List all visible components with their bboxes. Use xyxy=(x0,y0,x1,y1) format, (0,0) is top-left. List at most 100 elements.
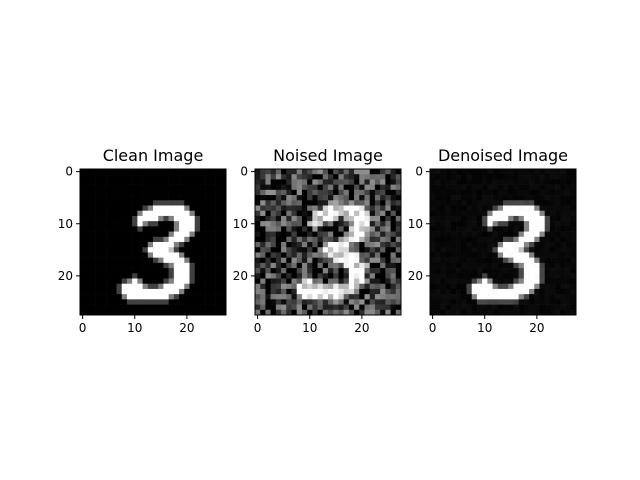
pixel-cell xyxy=(482,221,488,227)
pixel-cell xyxy=(328,221,334,227)
pixel-cell xyxy=(301,268,308,274)
panel-title-denoised: Denoised Image xyxy=(438,146,568,165)
pixel-cell xyxy=(194,221,201,227)
pixel-cell xyxy=(487,242,493,248)
pixel-cell xyxy=(359,200,365,206)
pixel-cell xyxy=(518,226,525,232)
pixel-cell xyxy=(281,200,287,206)
pixel-cell xyxy=(80,242,86,248)
pixel-cell xyxy=(199,252,206,258)
pixel-cell xyxy=(508,304,514,311)
pixel-cell xyxy=(487,179,493,185)
pixel-cell xyxy=(80,205,86,212)
pixel-cell xyxy=(317,169,324,175)
pixel-cell xyxy=(322,247,329,253)
pixel-cell xyxy=(312,205,318,212)
pixel-cell xyxy=(570,283,577,290)
pixel-cell xyxy=(205,236,211,243)
pixel-cell xyxy=(95,288,102,295)
pixel-cell xyxy=(205,179,211,185)
pixel-cell xyxy=(194,179,201,185)
pixel-cell xyxy=(497,210,504,217)
pixel-cell xyxy=(270,283,277,290)
pixel-cell xyxy=(450,273,457,279)
pixel-cell xyxy=(385,236,391,243)
pixel-cell xyxy=(317,226,324,232)
pixel-cell xyxy=(390,288,397,295)
pixel-cell xyxy=(523,189,530,196)
pixel-cell xyxy=(121,299,128,305)
pixel-cell xyxy=(90,195,96,201)
pixel-cell xyxy=(518,304,525,311)
pixel-cell xyxy=(456,184,462,191)
pixel-cell xyxy=(544,257,551,264)
pixel-cell xyxy=(343,210,350,217)
pixel-cell xyxy=(322,273,329,279)
pixel-cell xyxy=(487,252,493,258)
pixel-cell xyxy=(296,174,303,180)
pixel-cell xyxy=(126,236,133,243)
pixel-cell xyxy=(333,247,339,253)
pixel-cell xyxy=(333,309,339,316)
pixel-cell xyxy=(265,195,271,201)
pixel-cell xyxy=(390,242,397,248)
pixel-cell xyxy=(126,184,133,191)
pixel-cell xyxy=(184,226,190,232)
pixel-cell xyxy=(471,169,478,175)
pixel-cell xyxy=(395,174,402,180)
pixel-cell xyxy=(80,247,86,253)
pixel-cell xyxy=(111,169,117,175)
pixel-cell xyxy=(476,174,483,180)
pixel-cell xyxy=(301,278,308,285)
pixel-cell xyxy=(560,242,566,248)
pixel-cell xyxy=(380,242,386,248)
pixel-cell xyxy=(189,236,196,243)
pixel-cell xyxy=(534,294,540,300)
pixel-cell xyxy=(503,189,509,196)
pixel-cell xyxy=(461,215,467,222)
pixel-cell xyxy=(503,210,509,217)
pixel-cell xyxy=(173,226,180,232)
pixel-cell xyxy=(374,262,381,269)
pixel-cell xyxy=(158,257,164,264)
pixel-cell xyxy=(153,309,159,316)
pixel-cell xyxy=(513,205,519,212)
pixel-cell xyxy=(450,169,457,175)
pixel-cell xyxy=(534,221,540,227)
pixel-cell xyxy=(529,273,535,279)
pixel-cell xyxy=(137,257,143,264)
pixel-cell xyxy=(291,169,298,175)
pixel-cell xyxy=(205,247,211,253)
pixel-cell xyxy=(275,200,282,206)
pixel-cell xyxy=(199,184,206,191)
pixel-cell xyxy=(466,247,473,253)
pixel-cell xyxy=(570,294,577,300)
pixel-cell xyxy=(445,252,452,258)
pixel-cell xyxy=(461,231,467,238)
pixel-cell xyxy=(513,169,519,175)
pixel-cell xyxy=(85,189,91,196)
pixel-cell xyxy=(497,309,504,316)
pixel-cell xyxy=(343,278,350,285)
pixel-cell xyxy=(199,288,206,295)
pixel-cell xyxy=(395,226,402,232)
pixel-cell xyxy=(549,278,556,285)
pixel-cell xyxy=(539,309,546,316)
pixel-cell xyxy=(153,283,159,290)
pixel-cell xyxy=(312,226,318,232)
pixel-cell xyxy=(380,231,386,238)
pixel-cell xyxy=(549,179,556,185)
pixel-cell xyxy=(328,262,334,269)
pixel-cell xyxy=(80,226,86,232)
pixel-cell xyxy=(121,242,128,248)
pixel-cell xyxy=(549,247,556,253)
pixel-cell xyxy=(260,169,266,175)
pixel-cell xyxy=(430,242,436,248)
pixel-cell xyxy=(461,236,467,243)
pixel-cell xyxy=(487,304,493,311)
pixel-cell xyxy=(121,268,128,274)
pixel-cell xyxy=(534,179,540,185)
pixel-cell xyxy=(111,283,117,290)
pixel-cell xyxy=(179,283,185,290)
pixel-cell xyxy=(106,231,112,238)
